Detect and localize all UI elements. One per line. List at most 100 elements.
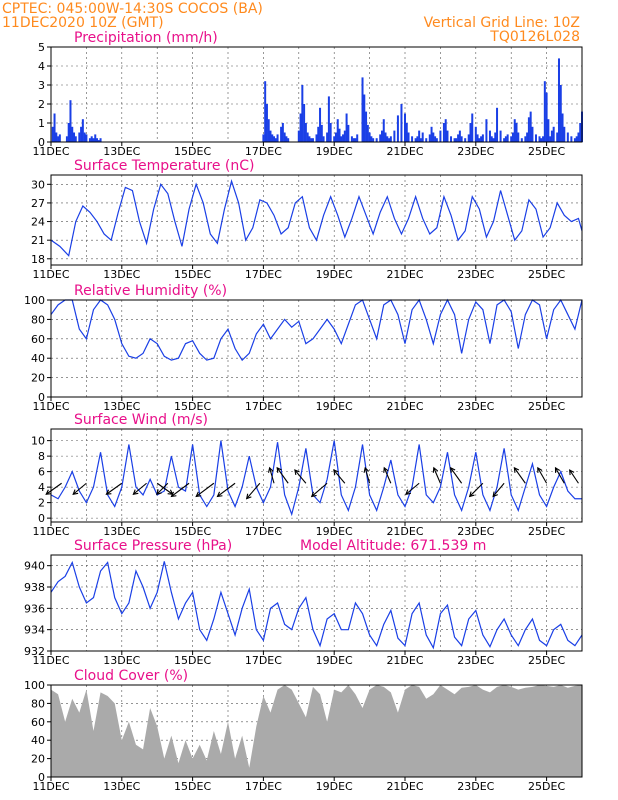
wind-arrow: [267, 466, 275, 484]
xtick-label: 23DEC: [457, 400, 494, 413]
xtick-label: 21DEC: [386, 145, 423, 158]
xtick-label: 23DEC: [457, 268, 494, 281]
precip-bar: [460, 136, 463, 142]
ytick-label: 0: [38, 771, 45, 784]
wind-arrow-shaft: [469, 482, 484, 497]
xtick-label: 15DEC: [174, 780, 211, 793]
precip-bar: [301, 85, 304, 142]
ytick-label: 940: [24, 560, 45, 573]
panel-title: Precipitation (mm/h): [74, 30, 218, 46]
wind-arrow-shaft: [333, 469, 346, 484]
precip-bar: [389, 136, 392, 142]
wind-arrow: [156, 482, 174, 495]
xtick-label: 21DEC: [386, 268, 423, 281]
xtick-label: 23DEC: [457, 654, 494, 667]
xtick-label: 13DEC: [103, 400, 140, 413]
precip-bar: [352, 138, 355, 142]
panels: 0 1 2 3 4 5 11DEC 13DEC 15DEC 17DEC 19DEC 21DEC 23DE…: [24, 30, 583, 793]
temperature-series-line: [50, 179, 583, 257]
precip-bar: [327, 96, 330, 142]
ytick-label: 100: [24, 679, 45, 692]
wind-arrow-head: [72, 489, 79, 495]
precip-bar: [416, 136, 419, 142]
ytick-label: 934: [24, 624, 45, 637]
precip-bar: [83, 132, 86, 142]
wind-arrow-head: [432, 466, 439, 473]
xtick-label: 13DEC: [103, 145, 140, 158]
ytick-label: 27: [31, 197, 45, 210]
wind-arrow-head: [132, 489, 139, 495]
precip-bar: [485, 119, 488, 142]
cloud-cover-area: [51, 685, 582, 777]
precip-bar: [372, 138, 375, 142]
ytick-label: 10: [31, 435, 45, 448]
ytick-label: 938: [24, 581, 45, 594]
ytick-label: 60: [31, 333, 45, 346]
xtick-label: 23DEC: [457, 780, 494, 793]
ytick-label: 8: [38, 450, 45, 463]
xtick-label: 11DEC: [32, 400, 69, 413]
xtick-label: 13DEC: [103, 525, 140, 538]
precip-bar: [446, 130, 449, 142]
xtick-label: 19DEC: [316, 145, 353, 158]
precip-bar: [430, 126, 433, 142]
precip-bar: [347, 124, 350, 142]
header-run-date: 11DEC2020 10Z (GMT): [2, 15, 164, 31]
precip-bar: [467, 134, 470, 142]
wind-arrow-head: [468, 491, 475, 498]
wind-arrow-head: [45, 489, 52, 495]
wind-arrow-shaft: [156, 482, 173, 495]
xtick-label: 11DEC: [32, 654, 69, 667]
precip-bar: [310, 138, 313, 142]
wind-arrow: [72, 482, 87, 495]
wind-arrow-shaft: [106, 482, 123, 495]
precip-bar: [425, 138, 428, 142]
wind-arrow-shaft: [513, 467, 526, 484]
wind-arrow-head: [405, 489, 411, 495]
precip-bar: [469, 123, 472, 142]
precip-bar: [299, 113, 302, 142]
precip-bar: [55, 132, 58, 142]
precip-bar: [306, 132, 309, 142]
ytick-label: 24: [31, 216, 45, 229]
ytick-label: 20: [31, 372, 45, 385]
ytick-label: 0: [38, 512, 45, 525]
xtick-label: 17DEC: [245, 654, 282, 667]
precip-bar: [490, 136, 493, 142]
precip-bar: [308, 136, 311, 142]
precip-bar: [336, 119, 339, 142]
wind-arrow-head: [310, 491, 317, 498]
precip-bar: [354, 138, 357, 142]
precip-bar: [476, 134, 479, 142]
ytick-label: 1: [38, 117, 45, 130]
precip-bar: [365, 111, 368, 142]
xtick-label: 11DEC: [32, 145, 69, 158]
precip-bar: [370, 136, 373, 142]
precip-bar: [494, 132, 497, 142]
precip-bar: [361, 77, 364, 142]
precip-bar: [478, 138, 481, 142]
panel-title: Surface Pressure (hPa): [74, 538, 232, 554]
panel-title: Cloud Cover (%): [74, 668, 188, 684]
xtick-label: 19DEC: [316, 268, 353, 281]
wind-arrow: [276, 466, 289, 484]
wind-arrow-shaft: [450, 467, 463, 484]
xtick-label: 11DEC: [32, 268, 69, 281]
precip-bar: [338, 128, 341, 142]
ytick-label: 30: [31, 178, 45, 191]
wind-arrow-shaft: [269, 467, 275, 484]
ytick-label: 2: [38, 98, 45, 111]
ytick-label: 5: [38, 41, 45, 54]
xtick-label: 15DEC: [174, 268, 211, 281]
wind-arrow-shaft: [72, 482, 87, 495]
wind-arrow: [156, 482, 169, 496]
precip-bar: [366, 124, 369, 142]
precip-bar: [73, 132, 76, 142]
wind-arrow: [569, 469, 579, 484]
panel-title: Surface Wind (m/s): [74, 412, 208, 428]
xtick-label: 17DEC: [245, 525, 282, 538]
precip-bar: [506, 134, 509, 142]
wind-arrow-head: [156, 489, 162, 496]
wind-arrow-shaft: [276, 467, 289, 484]
